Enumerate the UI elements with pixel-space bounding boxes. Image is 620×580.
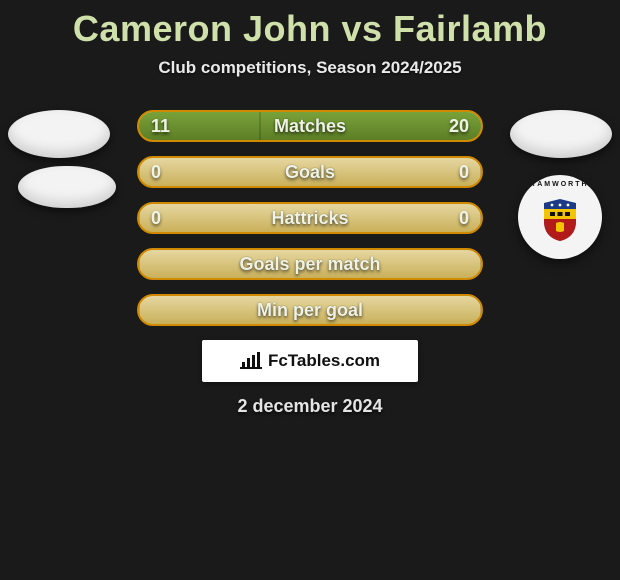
stat-row-matches: 11 Matches 20 — [137, 110, 483, 142]
bar-fill-left — [139, 204, 140, 232]
shield-icon — [540, 197, 580, 243]
stat-row-min-per-goal: Min per goal — [137, 294, 483, 326]
stat-row-hattricks: 0 Hattricks 0 — [137, 202, 483, 234]
stat-value-left: 0 — [151, 208, 161, 229]
bar-fill-right — [480, 158, 481, 186]
player-left-badge-1 — [8, 110, 110, 158]
stat-label: Goals per match — [239, 254, 380, 275]
stat-bars: 11 Matches 20 0 Goals 0 0 Hattricks 0 Go… — [137, 110, 483, 326]
attribution-box: FcTables.com — [202, 340, 418, 382]
snapshot-date: 2 december 2024 — [0, 396, 620, 417]
stat-value-left: 11 — [151, 116, 170, 137]
crest-arc-text: TAMWORTH — [531, 181, 588, 188]
comparison-panel: TAMWORTH 11 Matches 20 0 Goals 0 — [0, 110, 620, 417]
page-title: Cameron John vs Fairlamb — [0, 0, 620, 50]
stat-label: Goals — [285, 162, 335, 183]
stat-value-right: 0 — [459, 162, 469, 183]
stat-value-right: 20 — [449, 116, 469, 137]
stat-row-goals-per-match: Goals per match — [137, 248, 483, 280]
stat-label: Min per goal — [257, 300, 363, 321]
bar-fill-right — [480, 204, 481, 232]
stat-value-left: 0 — [151, 162, 161, 183]
stat-label: Matches — [274, 116, 346, 137]
bar-fill-right — [480, 250, 481, 278]
stat-row-goals: 0 Goals 0 — [137, 156, 483, 188]
stat-label: Hattricks — [271, 208, 348, 229]
player-left-badge-2 — [18, 166, 116, 208]
player-right-badge-1 — [510, 110, 612, 158]
club-crest-right: TAMWORTH — [518, 175, 602, 259]
bar-chart-icon — [240, 352, 262, 370]
bar-fill-left — [139, 250, 140, 278]
bar-fill-left — [139, 158, 140, 186]
attribution-text: FcTables.com — [268, 351, 380, 371]
bar-fill-right — [480, 296, 481, 324]
subtitle: Club competitions, Season 2024/2025 — [0, 58, 620, 78]
stat-value-right: 0 — [459, 208, 469, 229]
bar-fill-left — [139, 296, 140, 324]
